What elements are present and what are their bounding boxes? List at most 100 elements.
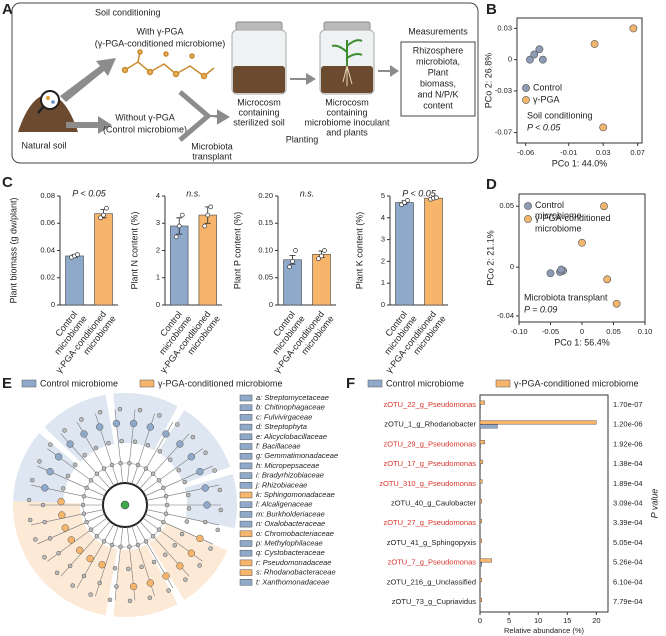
legend-label: b: Chitinophagaceae [256,403,325,412]
panel-label: F [346,375,355,392]
legend-marker [524,215,532,223]
legend-swatch [239,482,253,489]
replicate-point [434,195,439,201]
x-tick-label: 0.10 [638,327,653,336]
tree-node [147,595,153,600]
legend-swatch [139,379,155,388]
tree-node [186,506,192,511]
bar [479,440,485,445]
tree-node [146,579,154,587]
point [599,123,608,132]
legend-swatch [239,569,253,576]
magnifier-handle [37,105,45,114]
tree-node [176,440,184,448]
legend-label: i: Bradyrhizobiaceae [256,471,324,480]
y-tick-label: 0 [510,262,514,271]
tree-node [88,592,93,597]
tree-node [26,497,32,503]
tree-node [183,577,188,582]
bar [424,197,443,306]
tree-node [146,423,154,431]
p-value-label: 1.89e-04 [613,479,643,488]
legend-label: Control microbiome [535,200,582,220]
tree-node [97,580,102,586]
category-label: zOTU_73_g_Cupriavidus [392,597,476,606]
tree-node [150,533,156,539]
diagram-frame [11,2,479,164]
tree-node [55,453,63,461]
tree-node [143,466,149,471]
x-tick-label: 10 [534,616,542,625]
y-tick-label: 0.20 [258,191,273,200]
p-value-label: 1.70e-07 [613,400,643,409]
tree-node [190,434,196,440]
panel-label: C [2,174,13,191]
bar [479,459,484,464]
bar [479,479,483,484]
x-tick-label: 0.05 [606,327,621,336]
p-value-label: 1.20e-06 [613,420,643,429]
legend-label: Control microbiome [386,378,464,388]
y-tick-label: 1 [156,273,160,282]
panel-label: D [486,176,497,193]
tree-node [118,544,123,550]
diagram-text: Plant [428,67,449,77]
legend-label: e: Alicyclobacillaceae [256,432,327,441]
legend-label: k: Sphingomonadaceae [256,490,335,499]
diagram-text: and N/P/K [417,89,458,99]
legend-swatch [239,462,253,470]
replicate-point [293,248,298,253]
tree-node [127,460,132,466]
legend-swatch [239,472,253,479]
tree-node [41,484,49,492]
clade-sector [148,523,228,600]
point [612,299,621,308]
tree-node [46,467,54,476]
point [530,50,539,59]
arrow [290,73,316,85]
tree-node [151,559,157,565]
point [578,238,586,247]
y-tick-label: 2 [156,245,160,254]
tree-node [184,519,190,524]
tree-node [157,449,163,454]
y-tick-label: 0.08 [40,191,55,200]
tree-node [79,417,84,422]
replicate-point [290,259,295,264]
tree-node [162,572,170,580]
replicate-point [173,234,179,240]
legend-label: γ-PGA-conditioned microbiome [158,378,283,388]
diagram-text: With γ-PGA [136,26,183,36]
category-label: zOTU_27_g_Pseudomonas [383,518,476,527]
y-tick-label: 3 [381,235,385,244]
replicate-point [316,256,321,262]
tree-node [185,492,191,498]
p-value-title: P value [649,489,659,519]
tree-node [182,479,187,485]
tree-node [47,536,53,541]
legend-swatch [239,530,253,538]
tree-node [30,477,35,483]
tree-node [62,428,67,433]
x-tick-label: 15 [563,616,571,625]
annotation: P = 0.09 [524,304,557,314]
tree-node [65,473,71,479]
replicate-point [176,223,182,229]
legend-label: g: Gemmatimonadaceae [256,451,338,460]
replicate-point [101,212,106,218]
y-tick-label: 0.10 [258,245,273,254]
tree-node [161,519,166,525]
legend-label: j: Rhizobiaceae [255,480,307,489]
tree-node [61,524,69,532]
tree-node [157,413,162,418]
tree-node [135,462,141,468]
p-value-label: 3.09e-04 [613,498,643,507]
legend-label: m: Burkholderiaceae [256,509,325,518]
tree-node [163,511,169,516]
tree-node [84,519,89,525]
plot-frame [479,394,609,613]
tree-node [57,498,65,506]
point [557,265,566,274]
clade-sector [13,433,78,503]
diagram-text: Rhizosphere [413,45,464,55]
